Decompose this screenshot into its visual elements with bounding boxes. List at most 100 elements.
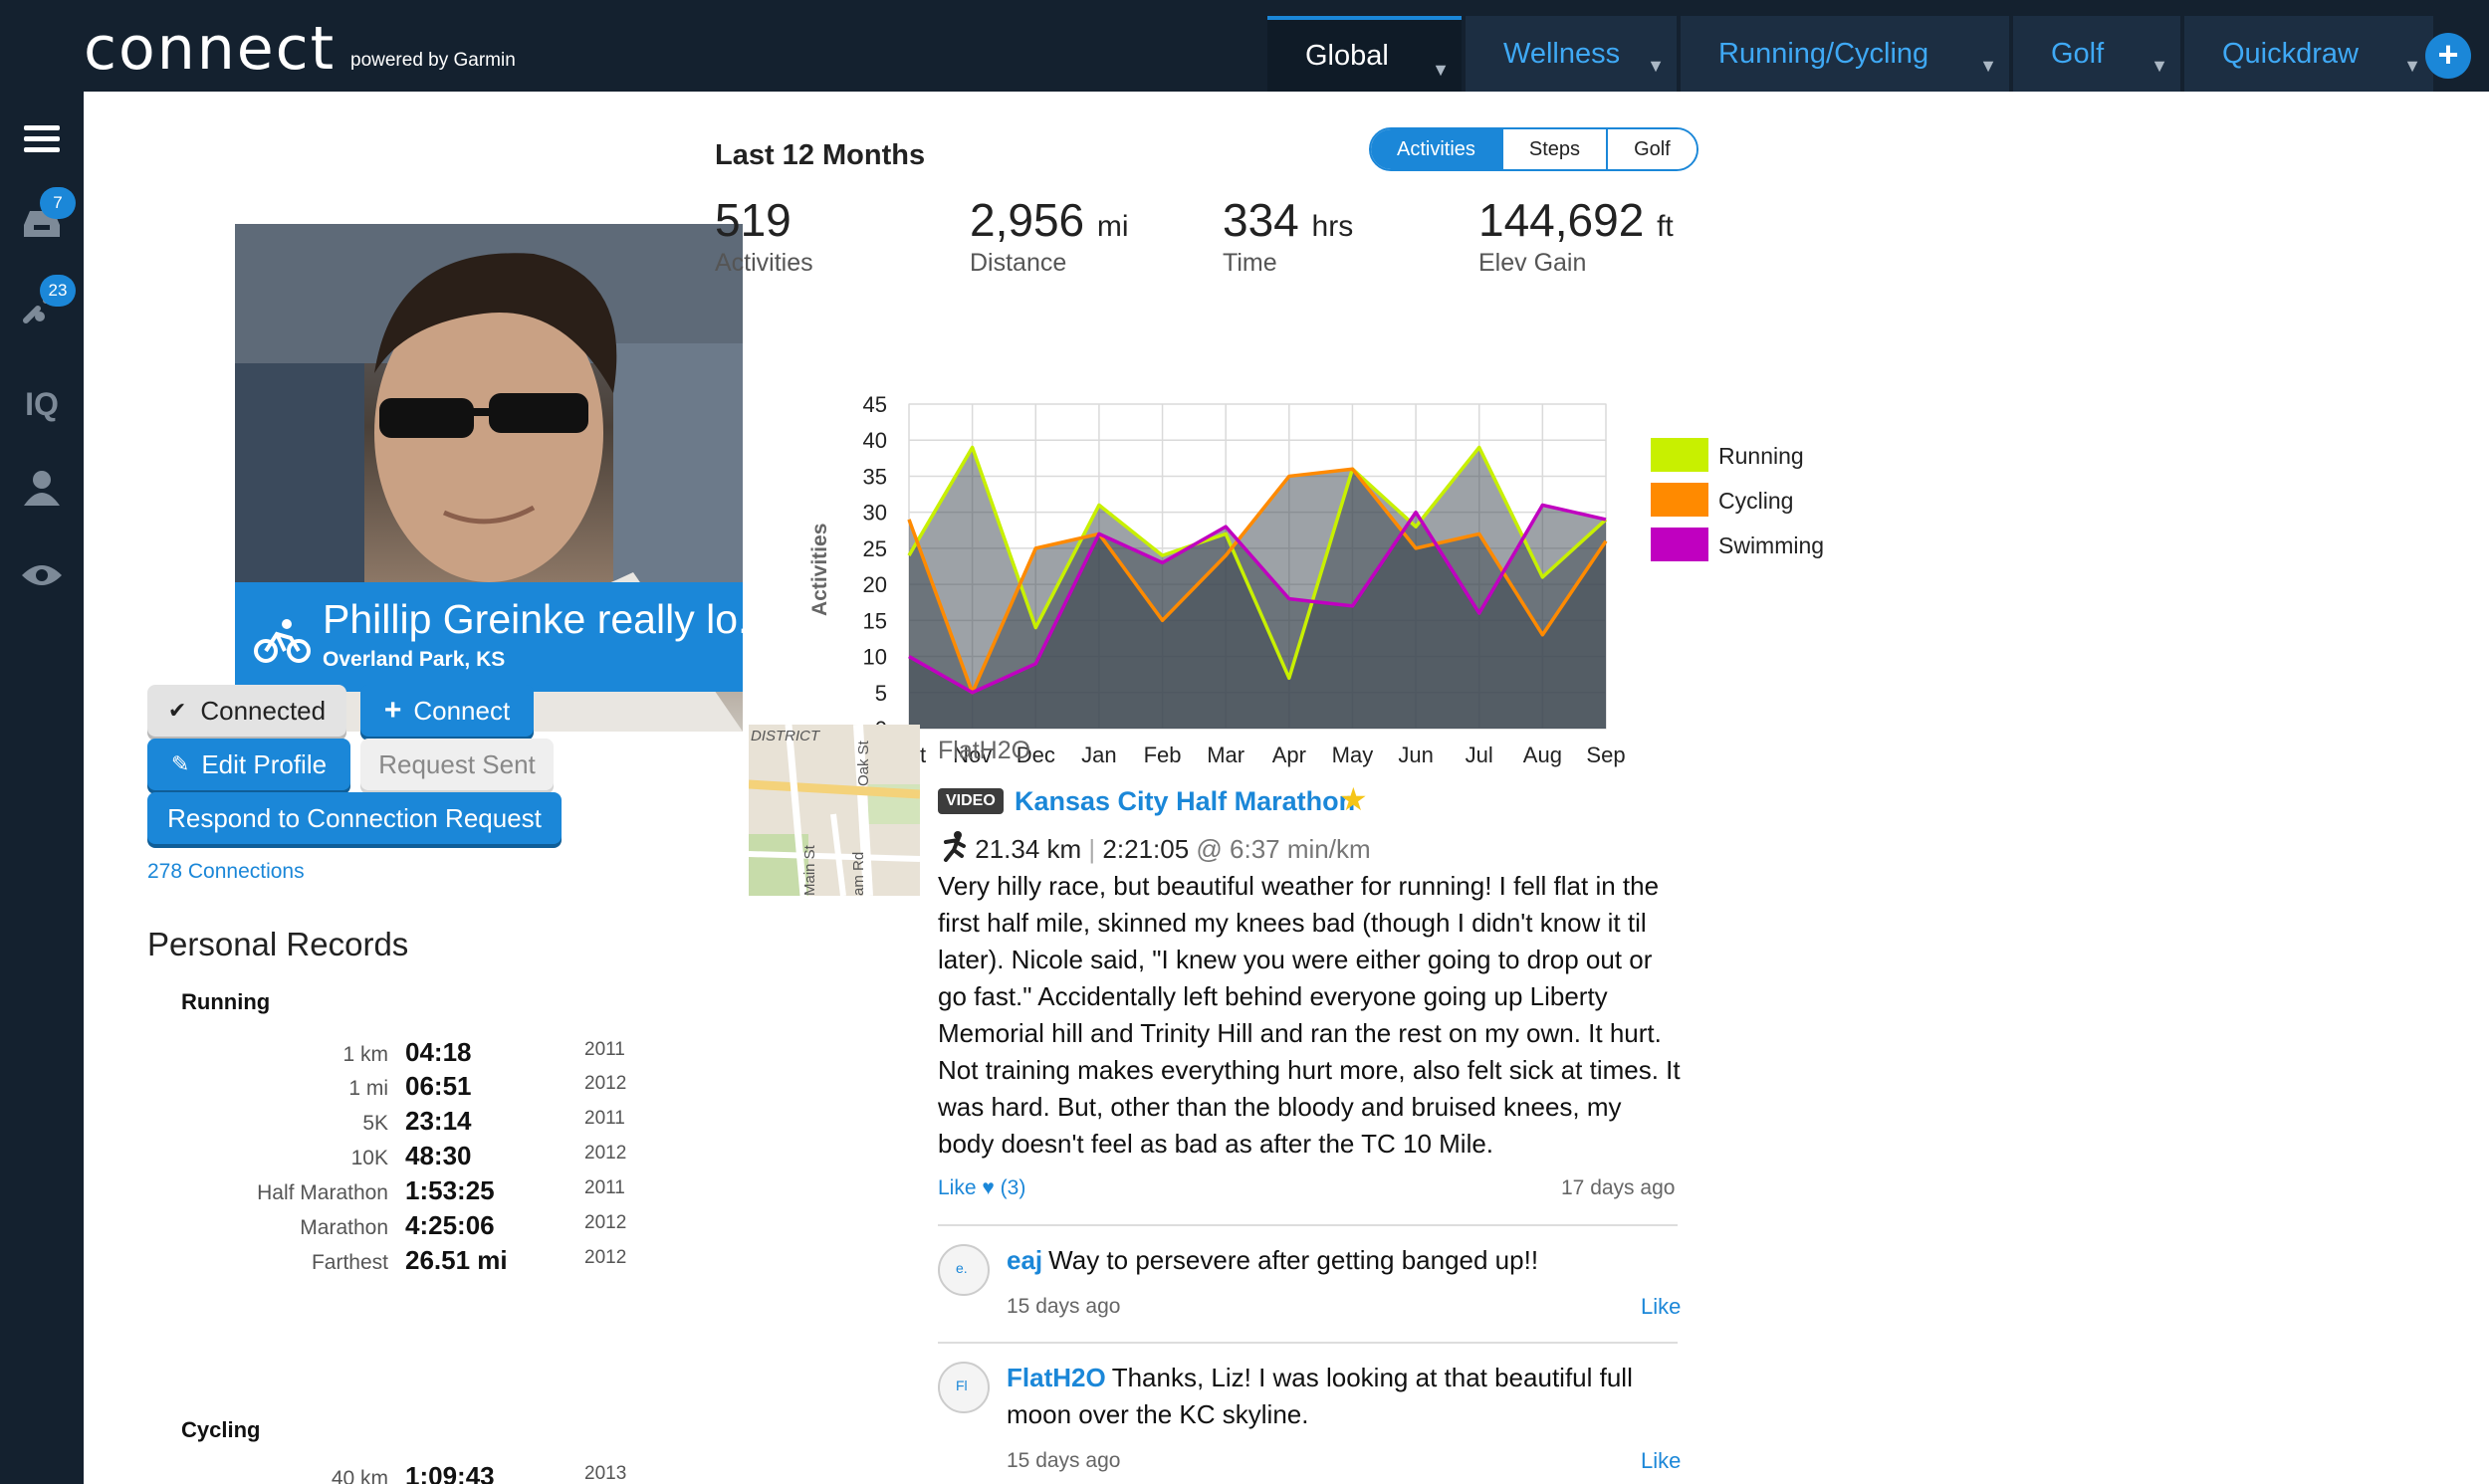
avatar-alt-text: e.: [956, 1260, 968, 1276]
tab-wellness-label: Wellness: [1503, 37, 1621, 70]
pr-row: Marathon 4:25:06 2012: [149, 1208, 627, 1242]
stat-distance-unit: mi: [1096, 210, 1129, 243]
toggle-activities[interactable]: Activities: [1371, 129, 1501, 169]
tab-wellness[interactable]: Wellness ▼: [1466, 16, 1677, 92]
connect-iq-icon[interactable]: IQ: [25, 386, 59, 422]
chevron-down-icon[interactable]: ▼: [1647, 56, 1665, 76]
pr-label: 1 mi: [348, 1077, 388, 1100]
feed-user[interactable]: FlatH2O: [938, 737, 1031, 764]
toggle-steps[interactable]: Steps: [1500, 129, 1607, 169]
pr-value[interactable]: 4:25:06: [405, 1210, 495, 1240]
comment-time: 15 days ago: [1007, 1449, 1121, 1472]
chevron-down-icon[interactable]: ▼: [1979, 56, 1997, 76]
comment-user[interactable]: eaj: [1007, 1245, 1043, 1275]
pr-value[interactable]: 1:53:25: [405, 1175, 495, 1205]
activity-title[interactable]: Kansas City Half Marathon: [1015, 786, 1356, 816]
series-line-swimming: [908, 503, 1607, 695]
x-tick-label: Apr: [1272, 742, 1306, 767]
menu-icon[interactable]: [20, 117, 64, 161]
connect-logo[interactable]: connect: [84, 14, 337, 84]
pr-value[interactable]: 48:30: [405, 1141, 472, 1170]
video-badge: VIDEO: [938, 788, 1004, 814]
stat-elev-unit: ft: [1657, 210, 1674, 243]
activity-description: Very hilly race, but beautiful weather f…: [938, 871, 1681, 1159]
pr-label: 40 km: [331, 1467, 388, 1484]
tab-quickdraw-label: Quickdraw: [2222, 37, 2359, 70]
connections-badge: 23: [40, 275, 76, 307]
pr-value[interactable]: 1:09:43: [405, 1461, 495, 1484]
x-tick-label: Aug: [1523, 742, 1562, 767]
stat-distance: 2,956 mi Distance: [970, 193, 1129, 278]
sidebar: 7 23 IQ: [0, 92, 84, 1484]
tab-golf[interactable]: Golf ▼: [2013, 16, 2180, 92]
series-line-cycling: [907, 467, 1608, 695]
connections-link[interactable]: 278 Connections: [147, 860, 305, 883]
profile-name: Phillip Greinke really lo...: [323, 596, 743, 642]
chevron-down-icon[interactable]: ▼: [2150, 56, 2168, 76]
personal-records-title: Personal Records: [147, 926, 409, 962]
map-label-district: DISTRICT: [751, 728, 821, 744]
pr-year: 2013: [584, 1463, 627, 1484]
pr-value[interactable]: 04:18: [405, 1037, 472, 1067]
eye-icon[interactable]: [20, 553, 64, 597]
pr-row: 10K 48:30 2012: [149, 1139, 627, 1172]
legend-swatch-cycling: [1651, 483, 1708, 517]
pr-row: 1 km 04:18 2011: [149, 1035, 627, 1069]
connect-button[interactable]: + Connect: [360, 685, 534, 737]
request-sent-button[interactable]: Request Sent: [360, 739, 554, 790]
edit-profile-button[interactable]: ✎ Edit Profile: [147, 739, 350, 790]
area-swimming: [909, 505, 1606, 729]
x-tick-label: Jul: [1466, 742, 1493, 767]
activity-distance: 21.34 km: [975, 834, 1082, 864]
connected-button[interactable]: ✔ Connected: [147, 685, 346, 737]
stat-activities: 519 Activities: [715, 193, 813, 278]
respond-connection-request-button[interactable]: Respond to Connection Request: [147, 792, 562, 844]
legend-swatch-running: [1651, 438, 1708, 472]
profile-photo: Phillip Greinke really lo... Overland Pa…: [235, 224, 743, 732]
avatar[interactable]: Fl: [938, 1362, 990, 1413]
stat-elev-value: 144,692: [1478, 194, 1645, 246]
pr-value[interactable]: 06:51: [405, 1071, 472, 1101]
tab-quickdraw[interactable]: Quickdraw ▼: [2184, 16, 2433, 92]
chevron-down-icon[interactable]: ▼: [1432, 60, 1450, 80]
plus-icon: +: [383, 694, 402, 727]
comment-like-link[interactable]: Like: [1641, 1294, 1682, 1319]
chevron-down-icon[interactable]: ▼: [2403, 56, 2421, 76]
add-button[interactable]: +: [2425, 33, 2471, 79]
legend-label-cycling: Cycling: [1718, 488, 1793, 514]
pr-year: 2011: [584, 1177, 625, 1198]
stat-distance-value: 2,956: [970, 194, 1085, 246]
tab-global-label: Global: [1305, 39, 1389, 72]
tab-running-cycling[interactable]: Running/Cycling ▼: [1681, 16, 2009, 92]
activity-stats: 21.34 km | 2:21:05 @ 6:37 min/km: [938, 830, 1371, 865]
comment-like-link[interactable]: Like: [1641, 1448, 1682, 1473]
pr-value[interactable]: 23:14: [405, 1106, 472, 1136]
stat-activities-value: 519: [715, 194, 792, 246]
y-tick-label: 35: [863, 464, 887, 489]
x-tick-label: May: [1332, 742, 1374, 767]
map-label-rd: am Rd: [850, 852, 867, 896]
comment-user[interactable]: FlatH2O: [1007, 1363, 1106, 1392]
profile-icon[interactable]: [20, 466, 64, 510]
comment-body: Way to persevere after getting banged up…: [1048, 1245, 1539, 1275]
top-nav: Global ▼ Wellness ▼ Running/Cycling ▼ Go…: [1267, 16, 2437, 92]
stat-distance-label: Distance: [970, 249, 1067, 277]
pr-year: 2012: [584, 1073, 627, 1094]
top-bar: connect powered by Garmin Global ▼ Welln…: [0, 0, 2489, 92]
toggle-golf[interactable]: Golf: [1606, 129, 1697, 169]
comment-body: Thanks, Liz! I was looking at that beaut…: [1007, 1363, 1633, 1429]
pr-year: 2011: [584, 1108, 625, 1129]
avatar[interactable]: e.: [938, 1244, 990, 1296]
pr-year: 2011: [584, 1039, 625, 1060]
stats-title: Last 12 Months: [715, 139, 926, 171]
pr-year: 2012: [584, 1247, 627, 1268]
star-icon[interactable]: ★: [1339, 781, 1368, 817]
legend-label-running: Running: [1718, 443, 1804, 469]
comment-time: 15 days ago: [1007, 1295, 1121, 1318]
like-link[interactable]: Like ♥ (3): [938, 1176, 1026, 1199]
tab-global[interactable]: Global ▼: [1267, 16, 1462, 92]
stat-elev-gain: 144,692 ft Elev Gain: [1478, 193, 1674, 278]
pr-row: 40 km 1:09:43 2013: [149, 1459, 627, 1484]
activity-map[interactable]: DISTRICT Oak St Main St am Rd: [749, 725, 920, 896]
pr-value[interactable]: 26.51 mi: [405, 1245, 508, 1275]
